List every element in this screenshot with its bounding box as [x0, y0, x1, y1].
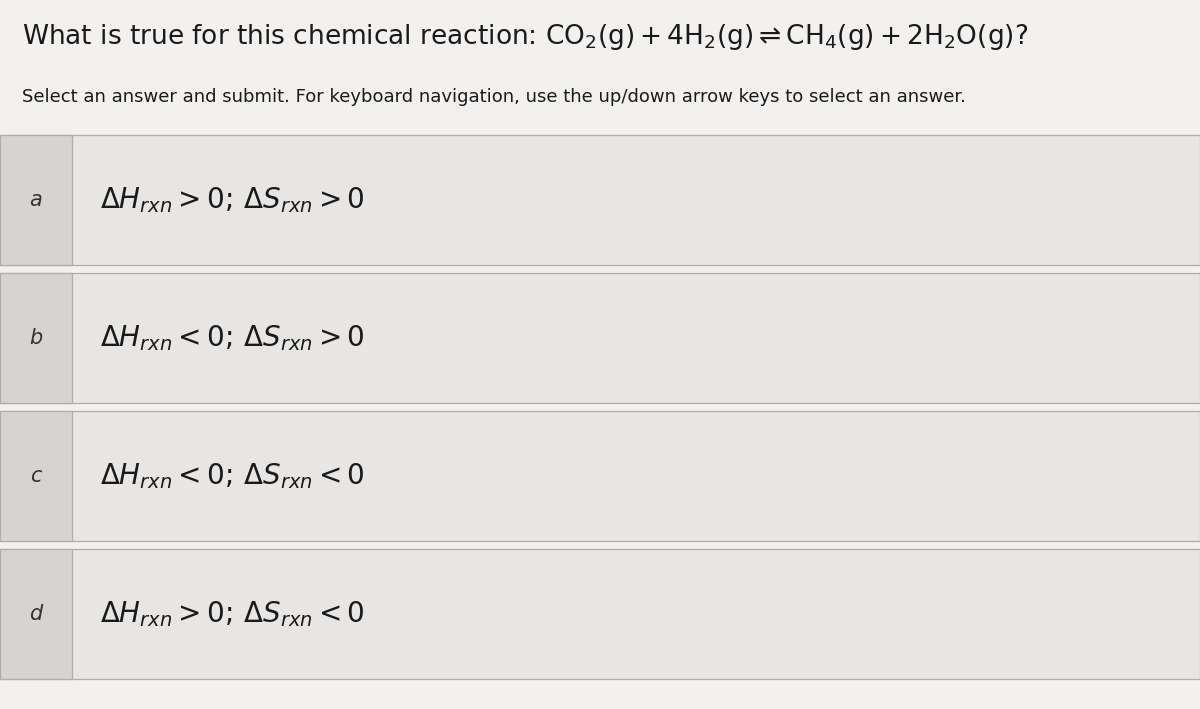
FancyBboxPatch shape [0, 549, 72, 679]
FancyBboxPatch shape [0, 273, 1200, 403]
FancyBboxPatch shape [0, 411, 1200, 541]
Text: $\Delta H_{rxn} < 0;\, \Delta S_{rxn} < 0$: $\Delta H_{rxn} < 0;\, \Delta S_{rxn} < … [100, 461, 365, 491]
FancyBboxPatch shape [0, 273, 72, 403]
Text: d: d [29, 604, 43, 624]
FancyBboxPatch shape [0, 135, 1200, 265]
Text: What is true for this chemical reaction: $\mathrm{CO_2(g) + 4H_2(g) \rightleftha: What is true for this chemical reaction:… [22, 22, 1028, 52]
Text: $\Delta H_{rxn} < 0;\, \Delta S_{rxn} > 0$: $\Delta H_{rxn} < 0;\, \Delta S_{rxn} > … [100, 323, 365, 353]
Text: $\Delta H_{rxn} > 0;\, \Delta S_{rxn} < 0$: $\Delta H_{rxn} > 0;\, \Delta S_{rxn} < … [100, 599, 365, 629]
Text: a: a [30, 190, 42, 210]
FancyBboxPatch shape [0, 411, 72, 541]
Text: c: c [30, 466, 42, 486]
FancyBboxPatch shape [0, 135, 72, 265]
Text: Select an answer and submit. For keyboard navigation, use the up/down arrow keys: Select an answer and submit. For keyboar… [22, 88, 966, 106]
Text: b: b [29, 328, 43, 348]
Text: $\Delta H_{rxn} > 0;\, \Delta S_{rxn} > 0$: $\Delta H_{rxn} > 0;\, \Delta S_{rxn} > … [100, 185, 365, 215]
FancyBboxPatch shape [0, 549, 1200, 679]
